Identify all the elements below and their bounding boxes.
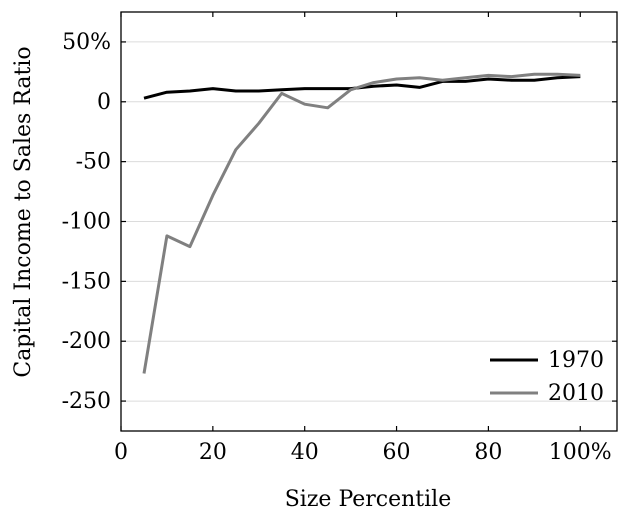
legend: 1970 2010 bbox=[490, 348, 604, 406]
legend-label-1970: 1970 bbox=[548, 348, 604, 373]
y-axis-ticks: 50% 0 -50 -100 -150 -200 -250 bbox=[62, 30, 617, 414]
x-tick-label: 20 bbox=[199, 440, 227, 465]
x-axis-ticks: 0 20 40 60 80 100% bbox=[114, 12, 612, 465]
series-lines bbox=[142, 72, 581, 374]
y-tick-label: 0 bbox=[97, 90, 111, 115]
y-tick-label: -200 bbox=[62, 329, 111, 354]
series-line-2010 bbox=[142, 72, 581, 374]
x-tick-label: 100% bbox=[549, 440, 612, 465]
x-tick-label: 0 bbox=[114, 440, 128, 465]
x-tick-label: 40 bbox=[291, 440, 319, 465]
y-tick-label: 50% bbox=[62, 30, 111, 55]
y-tick-label: -50 bbox=[76, 150, 111, 175]
x-tick-label: 60 bbox=[383, 440, 411, 465]
x-tick-label: 80 bbox=[474, 440, 502, 465]
y-axis-label: Capital Income to Sales Ratio bbox=[11, 46, 36, 377]
x-axis-label: Size Percentile bbox=[285, 487, 452, 508]
y-tick-label: -150 bbox=[62, 269, 111, 294]
y-tick-label: -100 bbox=[62, 210, 111, 235]
y-tick-label: -250 bbox=[62, 389, 111, 414]
legend-label-2010: 2010 bbox=[548, 381, 604, 406]
gridlines bbox=[121, 41, 617, 402]
